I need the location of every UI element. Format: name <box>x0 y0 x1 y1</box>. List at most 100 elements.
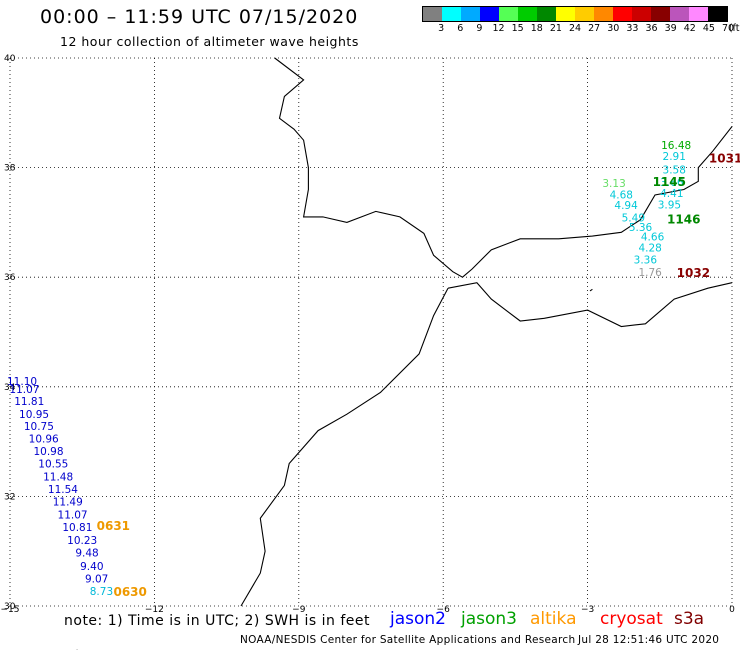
legend-label: 42 <box>683 23 696 34</box>
legend-swatch <box>537 7 556 21</box>
legend-label: 30 <box>607 23 620 34</box>
wave-height-label: 11.10 <box>7 376 37 388</box>
wave-height-label: 5.49 <box>622 212 645 224</box>
legend-swatch <box>575 7 594 21</box>
wave-height-label: 16.48 <box>661 140 691 152</box>
lat-tick-label: 36 <box>4 273 16 283</box>
legend-swatch <box>651 7 670 21</box>
map-subtitle: 12 hour collection of altimeter wave hei… <box>60 34 359 49</box>
wave-height-label: 10.75 <box>24 421 54 433</box>
lon-tick-label: −9 <box>292 605 306 615</box>
wave-height-observations: 11.10 11.07 11.8110.9510.7510.9610.9810.55… <box>7 140 740 599</box>
units-note: note: 1) Time is in UTC; 2) SWH is in fe… <box>64 613 371 629</box>
legend-label: 6 <box>457 23 464 34</box>
legend-label: 33 <box>626 23 639 34</box>
lat-tick-label: 38 <box>4 164 16 174</box>
lat-tick-label: 30 <box>4 602 16 612</box>
legend-label: 3 <box>438 23 445 34</box>
wave-height-label: 8.73 <box>90 586 113 598</box>
lat-tick-label: 40 <box>4 54 16 64</box>
legend-swatch <box>613 7 632 21</box>
legend-label: 9 <box>476 23 483 34</box>
wave-height-label: 3.13 <box>602 178 625 190</box>
wave-height-label: 4.28 <box>638 242 661 254</box>
satellite-jason3: jason3 <box>461 609 517 629</box>
legend-label: 15 <box>511 23 524 34</box>
legend-label: 70 <box>721 23 735 34</box>
wave-height-label: 9.07 <box>85 573 108 585</box>
legend-label: 24 <box>568 23 582 34</box>
wave-height-label: 10.96 <box>29 434 59 446</box>
wave-height-label: 1.76 <box>638 267 662 279</box>
satellite-altika: altika <box>530 609 577 629</box>
wave-height-label: 4.66 <box>641 231 665 243</box>
lat-tick-label: 34 <box>4 383 16 393</box>
legend-label: 12 <box>492 23 505 34</box>
legend-swatch <box>594 7 613 21</box>
legend-swatch <box>670 7 689 21</box>
pass-time-label: 1031 <box>709 152 740 166</box>
legend-label: 27 <box>588 23 601 34</box>
legend-swatch <box>708 7 727 21</box>
wave-height-label: 3.95 <box>658 200 681 212</box>
legend-color-bar <box>422 6 728 22</box>
wave-height-label: 4.94 <box>614 200 638 212</box>
legend-label: 45 <box>702 23 715 34</box>
pass-time-label: 0630 <box>113 585 146 599</box>
coastline-segment <box>274 57 733 278</box>
wave-height-label: 10.95 <box>19 409 49 421</box>
legend-swatch <box>442 7 461 21</box>
pass-time-label: 1146 <box>667 212 700 226</box>
legend-swatch <box>423 7 442 21</box>
lon-tick-label: −12 <box>145 605 164 615</box>
coastline-segment <box>447 282 733 328</box>
wave-height-label: 9.40 <box>80 561 103 573</box>
lat-tick-label: 32 <box>4 492 15 502</box>
legend-swatch <box>480 7 499 21</box>
legend-label: (ft) <box>728 23 740 34</box>
legend-swatch <box>518 7 537 21</box>
footer-credit: NOAA/NESDIS Center for Satellite Applica… <box>240 634 576 646</box>
wave-height-label: 10.98 <box>33 446 63 458</box>
wave-height-label: 11.81 <box>14 396 44 408</box>
satellite-jason2: jason2 <box>390 609 446 629</box>
wave-height-label: 11.07 <box>58 509 88 521</box>
wave-height-label: 9.48 <box>75 548 98 560</box>
map-title: 00:00 – 11:59 UTC 07/15/2020 <box>40 6 359 28</box>
lon-tick-label: −3 <box>581 605 594 615</box>
coastline <box>76 57 733 650</box>
wave-height-label: 11.49 <box>53 497 83 509</box>
legend-label: 39 <box>664 23 677 34</box>
pass-time-label: 1032 <box>677 266 710 280</box>
wave-height-label: 10.55 <box>38 458 68 470</box>
legend-label: 21 <box>549 23 562 34</box>
legend-swatch <box>461 7 480 21</box>
wave-height-label: 3.66 <box>660 177 684 189</box>
wave-height-label: 3.58 <box>663 165 686 177</box>
wave-height-label: 10.23 <box>67 535 97 547</box>
wave-height-label: 3.36 <box>634 255 658 267</box>
wave-height-label: 4.41 <box>660 188 683 200</box>
wave-height-label: 11.48 <box>43 472 73 484</box>
grid-lines <box>9 57 733 607</box>
pass-time-label: 1145 <box>653 175 686 189</box>
legend-swatch <box>499 7 518 21</box>
axis-tick-labels: −15 −12 −9 −6 −3 0 40 38 36 34 32 30 <box>1 54 736 615</box>
pass-time-label: 0631 <box>97 519 130 533</box>
wave-height-label: 2.91 <box>663 151 686 163</box>
legend-swatch <box>632 7 651 21</box>
wave-height-label: 10.81 <box>62 522 92 534</box>
lon-tick-label: −6 <box>437 605 451 615</box>
wave-height-label: 4.68 <box>610 189 633 201</box>
satellite-s3a: s3a <box>674 609 705 629</box>
lon-tick-label: −15 <box>1 605 20 615</box>
lon-tick-label: 0 <box>729 605 735 615</box>
coastline-segment <box>589 288 593 292</box>
wave-height-label: 5.36 <box>629 222 653 234</box>
legend-swatch <box>556 7 575 21</box>
legend-label: 36 <box>645 23 658 34</box>
coastline-segment <box>240 287 449 607</box>
